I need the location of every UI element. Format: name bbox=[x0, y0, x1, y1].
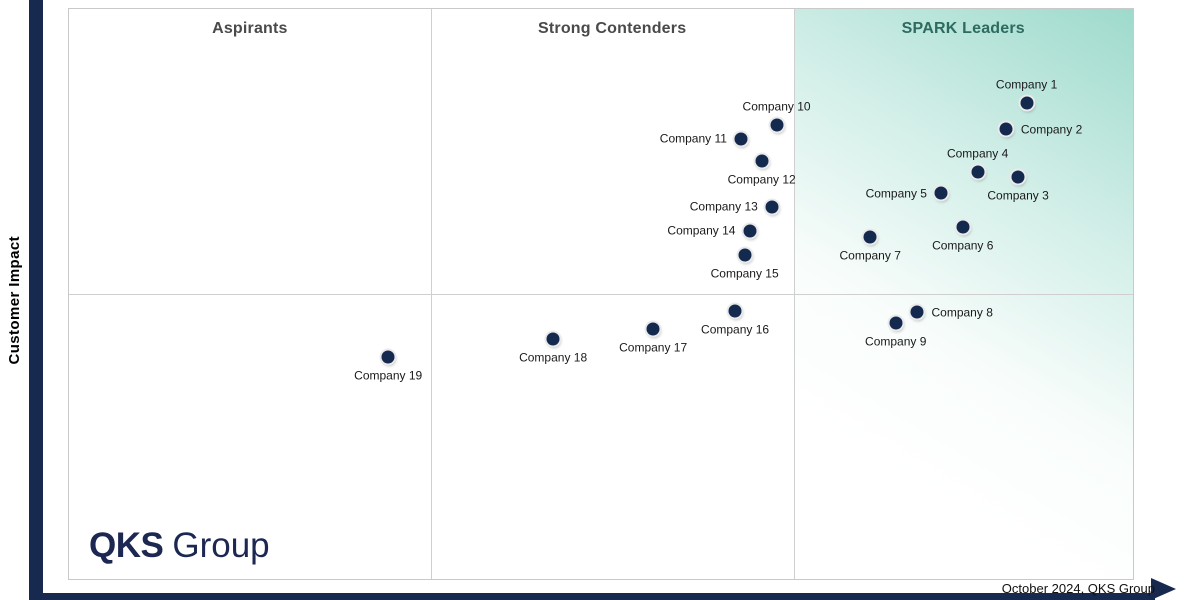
y-axis-label: Customer Impact bbox=[6, 235, 23, 365]
zone-title-strong-contenders: Strong Contenders bbox=[538, 20, 687, 37]
company-label: Company 7 bbox=[839, 248, 901, 263]
company-dot bbox=[999, 122, 1013, 136]
company-label: Company 13 bbox=[689, 199, 758, 214]
company-dot bbox=[770, 118, 784, 132]
zone-title-spark-leaders: SPARK Leaders bbox=[901, 20, 1025, 37]
company-label: Company 8 bbox=[931, 305, 993, 320]
plot-area: Aspirants Strong Contenders SPARK Leader… bbox=[68, 8, 1134, 580]
company-label: Company 2 bbox=[1020, 122, 1083, 137]
data-point: Company 5 bbox=[866, 186, 948, 200]
company-dot bbox=[728, 304, 742, 318]
data-point: Company 12 bbox=[728, 154, 796, 187]
company-label: Company 15 bbox=[710, 266, 779, 281]
y-axis-label-container: Customer Impact bbox=[1, 0, 28, 600]
data-point: Company 17 bbox=[619, 322, 687, 354]
data-point: Company 13 bbox=[690, 200, 779, 214]
company-label: Company 18 bbox=[519, 350, 588, 365]
data-point: Company 14 bbox=[667, 224, 757, 238]
company-dot bbox=[743, 224, 757, 238]
company-label: Company 6 bbox=[932, 238, 994, 253]
company-dot bbox=[765, 200, 779, 214]
company-label: Company 10 bbox=[742, 99, 811, 114]
company-label: Company 5 bbox=[865, 186, 927, 201]
company-dot bbox=[956, 220, 970, 234]
company-label: Company 11 bbox=[659, 131, 727, 146]
qks-logo-bold-text: QKS bbox=[89, 526, 164, 565]
data-point: Company 7 bbox=[840, 230, 901, 263]
company-label: Company 1 bbox=[995, 77, 1058, 92]
company-label: Company 14 bbox=[667, 223, 736, 238]
company-dot bbox=[738, 248, 752, 262]
company-dot bbox=[971, 165, 985, 179]
company-label: Company 12 bbox=[727, 172, 796, 187]
company-dot bbox=[646, 322, 660, 336]
company-label: Company 16 bbox=[701, 322, 770, 337]
data-point: Company 11 bbox=[660, 132, 748, 146]
company-dot bbox=[910, 305, 924, 319]
company-dot bbox=[889, 316, 903, 330]
company-dot bbox=[863, 230, 877, 244]
quadrant-divider-horizontal bbox=[69, 294, 1133, 295]
data-point: Company 2 bbox=[999, 122, 1082, 136]
company-label: Company 17 bbox=[619, 340, 688, 355]
data-point: Company 6 bbox=[932, 220, 993, 252]
data-point: Company 19 bbox=[354, 350, 422, 383]
company-dot bbox=[1011, 170, 1025, 184]
data-point: Company 15 bbox=[711, 248, 779, 281]
data-point: Company 4 bbox=[947, 147, 1008, 179]
qks-group-logo: QKS Group bbox=[89, 528, 270, 563]
company-dot bbox=[734, 132, 748, 146]
company-label: Company 19 bbox=[354, 368, 423, 383]
data-point: Company 16 bbox=[701, 304, 769, 337]
company-dot bbox=[1020, 96, 1034, 110]
company-label: Company 9 bbox=[865, 334, 927, 349]
zone-title-aspirants: Aspirants bbox=[212, 20, 288, 37]
company-label: Company 4 bbox=[946, 146, 1009, 161]
footnote-date: October 2024, QKS Group bbox=[1001, 581, 1155, 596]
company-dot bbox=[934, 186, 948, 200]
data-point: Company 3 bbox=[987, 170, 1049, 203]
data-point: Company 10 bbox=[743, 100, 811, 132]
x-axis-arrow-icon bbox=[1151, 578, 1176, 600]
qks-logo-light-text: Group bbox=[172, 526, 270, 565]
data-point: Company 1 bbox=[996, 78, 1057, 110]
data-point: Company 9 bbox=[865, 316, 926, 349]
company-dot bbox=[381, 350, 395, 364]
company-dot bbox=[546, 332, 560, 346]
data-point: Company 8 bbox=[910, 305, 993, 319]
x-axis-line bbox=[29, 593, 1155, 600]
data-point: Company 18 bbox=[519, 332, 587, 365]
company-label: Company 3 bbox=[987, 188, 1049, 203]
y-axis-line bbox=[29, 0, 43, 600]
company-dot bbox=[755, 154, 769, 168]
